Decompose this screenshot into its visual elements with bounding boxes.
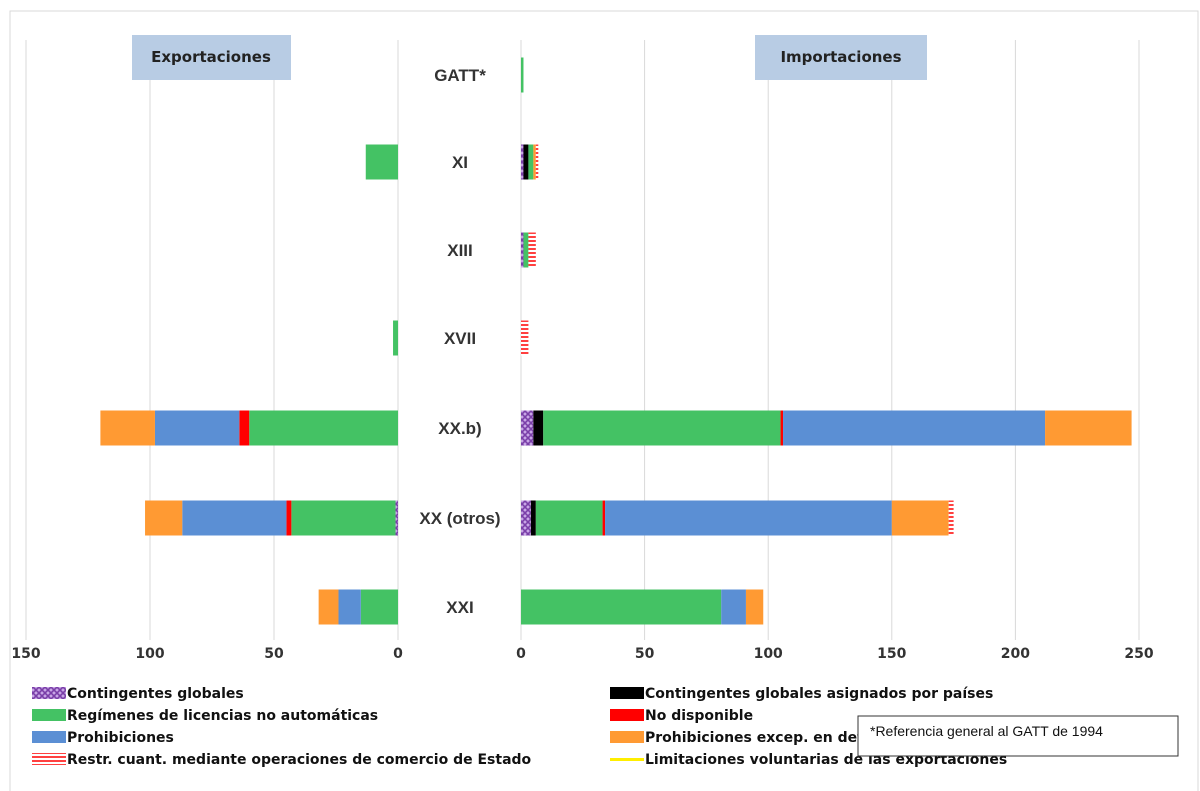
x-tick-label: 0	[516, 646, 526, 662]
bar-export-regimenes-de-licencias-no-automaticas	[365, 144, 398, 180]
bar-import-regimenes-de-licencias-no-automaticas	[528, 144, 534, 180]
category-label: XX.b)	[438, 419, 481, 438]
legend-label: Restr. cuant. mediante operaciones de co…	[67, 752, 532, 768]
bar-export-prohibiciones	[182, 500, 287, 536]
imports-title: Importaciones	[780, 48, 901, 66]
bar-import-contingentes-globales	[521, 500, 531, 536]
x-tick-label: 200	[1001, 646, 1030, 662]
bar-import-prohibiciones-excep-en-deter-condiciones	[1045, 410, 1132, 446]
category-label: XI	[452, 153, 468, 172]
bar-import-prohibiciones-excep-en-deter-condiciones	[891, 500, 949, 536]
bar-export-prohibiciones-excep-en-deter-condiciones	[100, 410, 155, 446]
category-label: XXI	[446, 598, 473, 617]
bar-import-regimenes-de-licencias-no-automaticas	[543, 410, 781, 446]
category-label: GATT*	[434, 66, 486, 85]
bar-import-restr-cuant-mediante-operaciones-de-comercio-de-estado	[948, 500, 954, 536]
bar-export-regimenes-de-licencias-no-automaticas	[249, 410, 398, 446]
bar-import-regimenes-de-licencias-no-automaticas	[521, 57, 524, 93]
legend-label: Contingentes globales asignados por país…	[645, 686, 993, 702]
x-tick-label: 100	[754, 646, 783, 662]
x-tick-label: 50	[264, 646, 284, 662]
legend-swatch	[610, 687, 644, 699]
category-label: XVII	[444, 329, 476, 348]
bar-export-regimenes-de-licencias-no-automaticas	[393, 320, 398, 356]
bar-export-no-disponible	[239, 410, 250, 446]
category-label: XX (otros)	[419, 509, 500, 528]
legend-label: Contingentes globales	[67, 686, 244, 702]
bar-import-contingentes-globales-asignados-por-paises	[530, 500, 536, 536]
legend: Contingentes globales Contingentes global…	[32, 686, 1007, 768]
x-tick-label: 50	[635, 646, 655, 662]
bar-export-prohibiciones	[338, 589, 361, 625]
legend-label: Prohibiciones	[67, 730, 174, 746]
bar-import-restr-cuant-mediante-operaciones-de-comercio-de-estado	[521, 320, 529, 356]
legend-swatch	[32, 731, 66, 743]
bar-export-prohibiciones-excep-en-deter-condiciones	[145, 500, 183, 536]
bar-import-contingentes-globales-asignados-por-paises	[533, 410, 544, 446]
exports-title-box	[132, 35, 291, 80]
bar-import-regimenes-de-licencias-no-automaticas	[523, 232, 529, 268]
bars	[100, 57, 1132, 625]
bar-import-no-disponible	[602, 500, 606, 536]
bar-import-regimenes-de-licencias-no-automaticas	[521, 589, 722, 625]
bar-export-prohibiciones-excep-en-deter-condiciones	[318, 589, 339, 625]
legend-swatch	[32, 753, 66, 765]
footnote-box	[857, 715, 1179, 757]
legend-swatch	[32, 687, 66, 699]
category-labels: GATT* XI XIII XVII XX.b) XX (otros) XXI	[419, 66, 500, 617]
legend-swatch	[610, 731, 644, 743]
bar-import-prohibiciones	[721, 589, 746, 625]
bar-export-contingentes-globales	[395, 500, 398, 536]
x-tick-label: 150	[877, 646, 906, 662]
bar-import-contingentes-globales-asignados-por-paises	[523, 144, 529, 180]
bar-export-regimenes-de-licencias-no-automaticas	[291, 500, 396, 536]
bar-import-restr-cuant-mediante-operaciones-de-comercio-de-estado	[528, 232, 536, 268]
x-tick-label: 100	[135, 646, 164, 662]
footnote: *Referencia general al GATT de 1994	[870, 723, 1103, 739]
bar-export-prohibiciones	[154, 410, 240, 446]
bar-import-contingentes-globales	[521, 410, 534, 446]
legend-label: Regímenes de licencias no automáticas	[67, 708, 378, 724]
bar-import-prohibiciones	[605, 500, 892, 536]
legend-swatch	[32, 709, 66, 721]
x-tick-label: 150	[11, 646, 40, 662]
legend-swatch	[610, 758, 644, 761]
legend-swatch	[610, 709, 644, 721]
bar-export-no-disponible	[286, 500, 292, 536]
bar-import-regimenes-de-licencias-no-automaticas	[535, 500, 603, 536]
exports-title: Exportaciones	[151, 48, 271, 66]
bar-import-contingentes-globales	[521, 144, 524, 180]
x-tick-label: 0	[393, 646, 403, 662]
imports-title-box	[755, 35, 927, 80]
bar-import-restr-cuant-mediante-operaciones-de-comercio-de-estado	[535, 144, 539, 180]
bar-export-regimenes-de-licencias-no-automaticas	[360, 589, 398, 625]
bar-import-contingentes-globales	[521, 232, 524, 268]
legend-label: No disponible	[645, 708, 753, 724]
chart-border	[9, 10, 1199, 791]
x-tick-label: 250	[1124, 646, 1153, 662]
bar-import-prohibiciones-excep-en-deter-condiciones	[745, 589, 764, 625]
gridlines	[25, 40, 1140, 640]
bar-import-no-disponible	[780, 410, 784, 446]
bar-import-prohibiciones-excep-en-deter-condiciones	[533, 144, 536, 180]
bar-import-prohibiciones	[783, 410, 1046, 446]
category-label: XIII	[447, 241, 473, 260]
axis-tick-labels: 150 100 50 0 0 50 100 150 200 250	[11, 646, 1153, 662]
